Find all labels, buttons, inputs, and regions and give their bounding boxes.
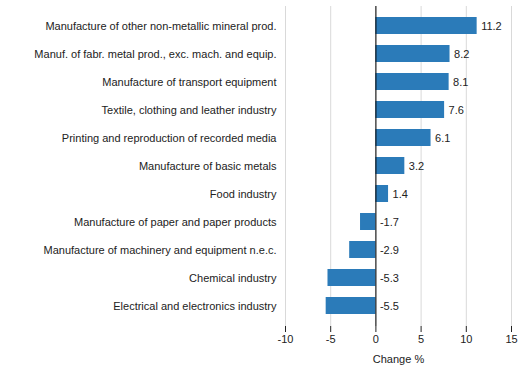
svg-text:-1.7: -1.7: [380, 216, 399, 228]
svg-text:-2.9: -2.9: [380, 244, 399, 256]
svg-text:Food industry: Food industry: [210, 188, 277, 200]
svg-text:Textile, clothing and leather: Textile, clothing and leather industry: [102, 104, 277, 116]
svg-text:1.4: 1.4: [393, 188, 408, 200]
svg-text:Printing and reproduction of r: Printing and reproduction of recorded me…: [62, 132, 278, 144]
svg-text:Manufacture of other non-metal: Manufacture of other non-metallic minera…: [45, 20, 276, 32]
svg-text:5: 5: [418, 333, 424, 345]
svg-text:7.6: 7.6: [449, 104, 464, 116]
svg-text:11.2: 11.2: [481, 20, 502, 32]
svg-text:Manufacture of basic metals: Manufacture of basic metals: [139, 160, 277, 172]
svg-text:8.1: 8.1: [453, 76, 468, 88]
svg-text:Change %: Change %: [373, 353, 425, 365]
svg-text:Manufacture of machinery and e: Manufacture of machinery and equipment n…: [44, 244, 277, 256]
svg-text:0: 0: [373, 333, 379, 345]
svg-text:-5.5: -5.5: [380, 300, 399, 312]
svg-text:Manuf. of fabr. metal prod., e: Manuf. of fabr. metal prod., exc. mach. …: [34, 48, 276, 60]
svg-text:-5: -5: [326, 333, 336, 345]
svg-text:Chemical industry: Chemical industry: [189, 272, 277, 284]
svg-text:10: 10: [460, 333, 472, 345]
svg-text:15: 15: [505, 333, 517, 345]
svg-text:6.1: 6.1: [435, 132, 450, 144]
svg-text:3.2: 3.2: [409, 160, 424, 172]
svg-text:-10: -10: [278, 333, 294, 345]
svg-text:Manufacture of transport equip: Manufacture of transport equipment: [102, 76, 276, 88]
svg-text:-5.3: -5.3: [380, 272, 399, 284]
svg-text:Electrical and electronics ind: Electrical and electronics industry: [113, 300, 277, 312]
svg-text:Manufacture of paper and paper: Manufacture of paper and paper products: [74, 216, 277, 228]
svg-text:8.2: 8.2: [454, 48, 469, 60]
